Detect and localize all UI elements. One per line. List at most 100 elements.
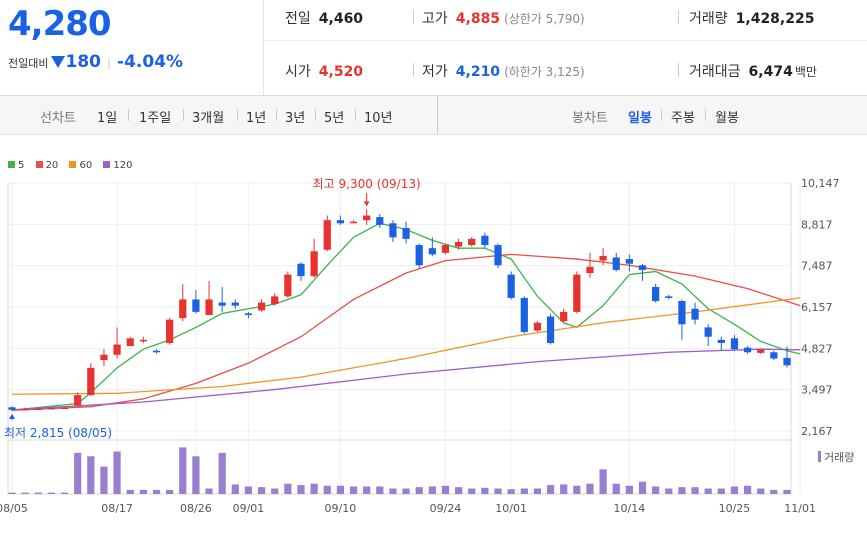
volume-bar: [100, 466, 108, 494]
prev-close-value: 4,460: [318, 11, 364, 27]
candle-chart-label: 봉차트: [572, 111, 608, 126]
x-tick-label: 08/05: [0, 502, 28, 515]
legend-ma5-label: 5: [18, 160, 25, 171]
candle-body: [192, 299, 200, 312]
high-label: 고가: [422, 11, 448, 27]
candle-body: [560, 311, 568, 322]
ma20-line: [11, 253, 801, 412]
tab-3-years[interactable]: 3년: [285, 111, 306, 126]
candle-body: [546, 316, 555, 343]
volume-bar: [389, 488, 397, 494]
candle-body: [428, 248, 436, 255]
tab-weekly-candle[interactable]: 주봉: [671, 111, 695, 126]
divider: [413, 63, 414, 77]
volume-label: 거래량: [689, 11, 728, 27]
volume-bar: [599, 469, 607, 494]
plot-frame: [7, 182, 792, 495]
candle-body: [74, 395, 82, 406]
tab-daily-candle[interactable]: 일봉: [628, 111, 652, 126]
price-box: 4,280 전일대비 180 | -4.04%: [0, 0, 264, 95]
candle-body: [376, 217, 384, 225]
volume-bar: [166, 489, 174, 494]
high-price: 고가 4,885 (상한가 5,790): [422, 8, 585, 28]
candle-body: [757, 349, 765, 353]
divider: [413, 10, 414, 24]
divider: [128, 109, 129, 121]
divider: [183, 109, 184, 121]
tab-monthly-candle[interactable]: 월봉: [715, 111, 739, 126]
high-annotation: 최고 9,300 (09/13): [313, 177, 421, 191]
divider: [355, 109, 356, 121]
candle-body: [271, 296, 279, 305]
y-tick-label: 8,817: [801, 218, 833, 231]
candle-body: [389, 223, 397, 238]
amount-value: 6,474: [748, 64, 793, 80]
tab-1-week[interactable]: 1주일: [139, 111, 172, 126]
candle-body: [218, 302, 226, 306]
candle-body: [507, 274, 515, 298]
volume-bar: [507, 489, 515, 494]
legend-ma120: 120: [103, 160, 133, 171]
candle-body: [257, 302, 266, 311]
candle-body: [652, 287, 660, 302]
volume-bar: [310, 483, 318, 494]
legend-ma20-swatch: [35, 161, 43, 168]
tab-1-day[interactable]: 1일: [97, 111, 118, 126]
volume-bar: [783, 489, 791, 494]
volume-bar: [415, 487, 423, 494]
volume-bar: [520, 488, 528, 494]
y-tick-label: 7,487: [801, 260, 833, 273]
candle-body: [363, 215, 371, 221]
tab-1-year[interactable]: 1년: [246, 111, 267, 126]
amount-unit: 백만: [794, 65, 817, 79]
volume-bar: [21, 492, 29, 494]
candle-body: [402, 227, 410, 239]
volume-bar: [586, 483, 594, 494]
volume-bar: [730, 486, 739, 494]
candle-body: [100, 354, 108, 361]
ma-legend: 5 20 60 120: [8, 160, 141, 171]
tab-10-years[interactable]: 10년: [364, 111, 393, 126]
volume-bar: [533, 488, 542, 494]
x-tick-label: 09/24: [430, 502, 462, 515]
current-price: 4,280: [8, 4, 112, 44]
volume-bar: [60, 492, 69, 494]
legend-ma5: 5: [8, 160, 24, 171]
candle-body: [612, 257, 620, 270]
candle-body: [665, 296, 673, 298]
candle-body: [586, 266, 594, 274]
trade-amount: 거래대금 6,474 백만: [689, 61, 817, 81]
low-value: 4,210: [455, 64, 501, 80]
candle-body: [21, 408, 29, 411]
divider: [315, 109, 316, 121]
volume-bar: [625, 485, 633, 494]
change-row: 전일대비 180 | -4.04%: [8, 52, 183, 72]
quote-summary: 4,280 전일대비 180 | -4.04% 전일 4,460 고가 4,885 (상한가…: [0, 0, 867, 96]
candle-body: [704, 327, 712, 337]
volume-bar: [468, 488, 476, 494]
x-tick-label: 08/26: [180, 502, 212, 515]
volume-bar: [323, 485, 331, 494]
candle-body: [323, 220, 331, 250]
tab-3-months[interactable]: 3개월: [192, 111, 225, 126]
x-tick-label: 11/01: [784, 502, 816, 515]
row-divider: [264, 40, 867, 41]
candle-body: [599, 255, 607, 261]
divider: [237, 109, 238, 121]
volume-bar: [441, 485, 450, 494]
volume-bar: [494, 488, 502, 494]
volume-bar: [717, 488, 725, 494]
candle-body: [139, 339, 147, 342]
candle-body: [8, 407, 16, 410]
candle-body: [573, 274, 581, 312]
candle-body: [310, 251, 318, 277]
tab-5-years[interactable]: 5년: [324, 111, 345, 126]
lower-limit: (하한가 3,125): [504, 65, 585, 79]
volume-bar: [652, 486, 660, 494]
candle-body: [284, 274, 292, 297]
legend-ma120-label: 120: [113, 160, 133, 171]
volume-bar: [704, 488, 712, 494]
volume-legend-swatch: [818, 451, 821, 462]
volume-bar: [349, 486, 358, 494]
